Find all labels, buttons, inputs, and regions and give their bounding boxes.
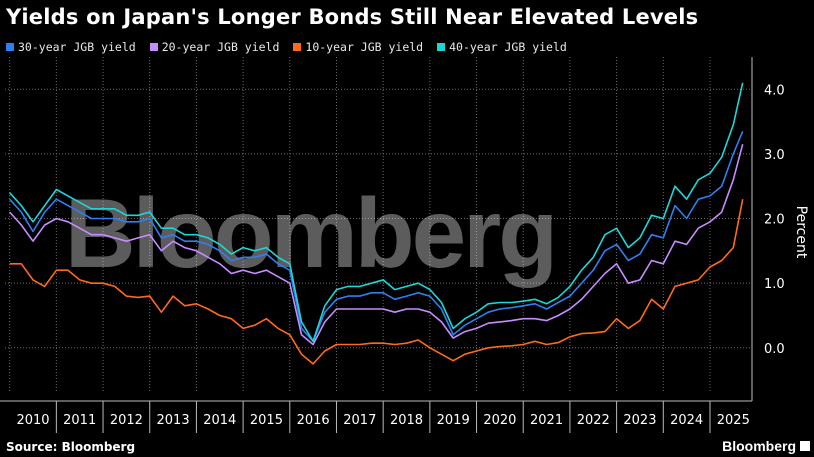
x-tick-label: 2024 (670, 413, 703, 428)
x-tick-label: 2022 (577, 413, 610, 428)
x-tick-label: 2010 (16, 413, 49, 428)
series-line-40y (9, 82, 744, 343)
brand-name: Bloomberg (722, 438, 796, 454)
y-tick-label: 0.0 (764, 342, 785, 357)
axes: 0.0 1.0 2.0 3.0 4.0 2010 2011 2012 2013 2014 2015 2… (0, 57, 785, 433)
x-tick-label: 2019 (437, 413, 470, 428)
y-axis-label: Percent (793, 206, 809, 259)
legend-label-40y: 40-year JGB yield (449, 40, 567, 54)
line-chart: Bloomberg 0.0 1.0 2.0 3.0 4.0 2010 2011 2012 201… (0, 57, 809, 433)
series-lines (9, 82, 744, 365)
legend-item-10y: 10-year JGB yield (293, 40, 423, 54)
x-tick-label: 2016 (297, 413, 330, 428)
x-tick-label: 2013 (157, 413, 190, 428)
x-tick-label: 2014 (203, 413, 236, 428)
x-tick-label: 2015 (250, 413, 283, 428)
series-line-30y (9, 130, 744, 343)
legend-item-20y: 20-year JGB yield (149, 40, 280, 54)
bar-chart-icon (800, 441, 810, 451)
legend-swatch-30y (6, 43, 14, 51)
x-tick-label: 2023 (623, 413, 656, 428)
series-line-20y (9, 143, 744, 346)
chart-title: Yields on Japan's Longer Bonds Still Nea… (6, 5, 699, 29)
legend-label-30y: 30-year JGB yield (18, 40, 136, 54)
x-tick-label: 2012 (110, 413, 143, 428)
chart-legend: 30-year JGB yield 20-year JGB yield 10-y… (6, 40, 567, 54)
x-tick-label: 2011 (63, 413, 96, 428)
y-tick-label: 3.0 (764, 148, 785, 163)
legend-item-30y: 30-year JGB yield (6, 40, 136, 54)
x-tick-label: 2018 (390, 413, 423, 428)
y-tick-label: 2.0 (764, 213, 785, 228)
brand-logo: Bloomberg (722, 438, 810, 454)
legend-swatch-10y (293, 43, 302, 51)
x-tick-label: 2017 (343, 413, 376, 428)
legend-swatch-40y (437, 43, 446, 51)
x-tick-label: 2025 (717, 413, 750, 428)
source-note: Source: Bloomberg (6, 440, 136, 454)
series-line-10y (9, 199, 744, 365)
bloomberg-watermark: Bloomberg (65, 178, 555, 288)
legend-label-10y: 10-year JGB yield (305, 40, 424, 54)
legend-label-20y: 20-year JGB yield (161, 40, 280, 54)
legend-swatch-20y (149, 43, 158, 51)
x-tick-label: 2021 (530, 413, 563, 428)
y-tick-label: 4.0 (764, 83, 785, 98)
x-tick-label: 2020 (483, 413, 516, 428)
legend-item-40y: 40-year JGB yield (437, 40, 567, 54)
y-tick-label: 1.0 (764, 277, 785, 292)
